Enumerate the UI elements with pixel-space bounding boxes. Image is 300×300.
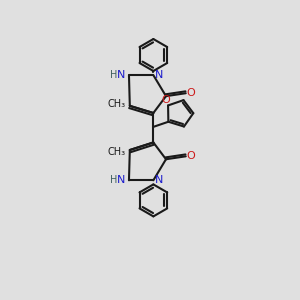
- Text: CH₃: CH₃: [107, 147, 125, 157]
- Text: H: H: [110, 70, 117, 80]
- Text: O: O: [162, 95, 170, 105]
- Text: N: N: [155, 175, 164, 185]
- Text: CH₃: CH₃: [107, 99, 125, 109]
- Text: H: H: [110, 175, 117, 185]
- Text: N: N: [116, 70, 125, 80]
- Text: O: O: [187, 151, 196, 161]
- Text: N: N: [116, 175, 125, 185]
- Text: O: O: [187, 88, 196, 98]
- Text: N: N: [155, 70, 164, 80]
